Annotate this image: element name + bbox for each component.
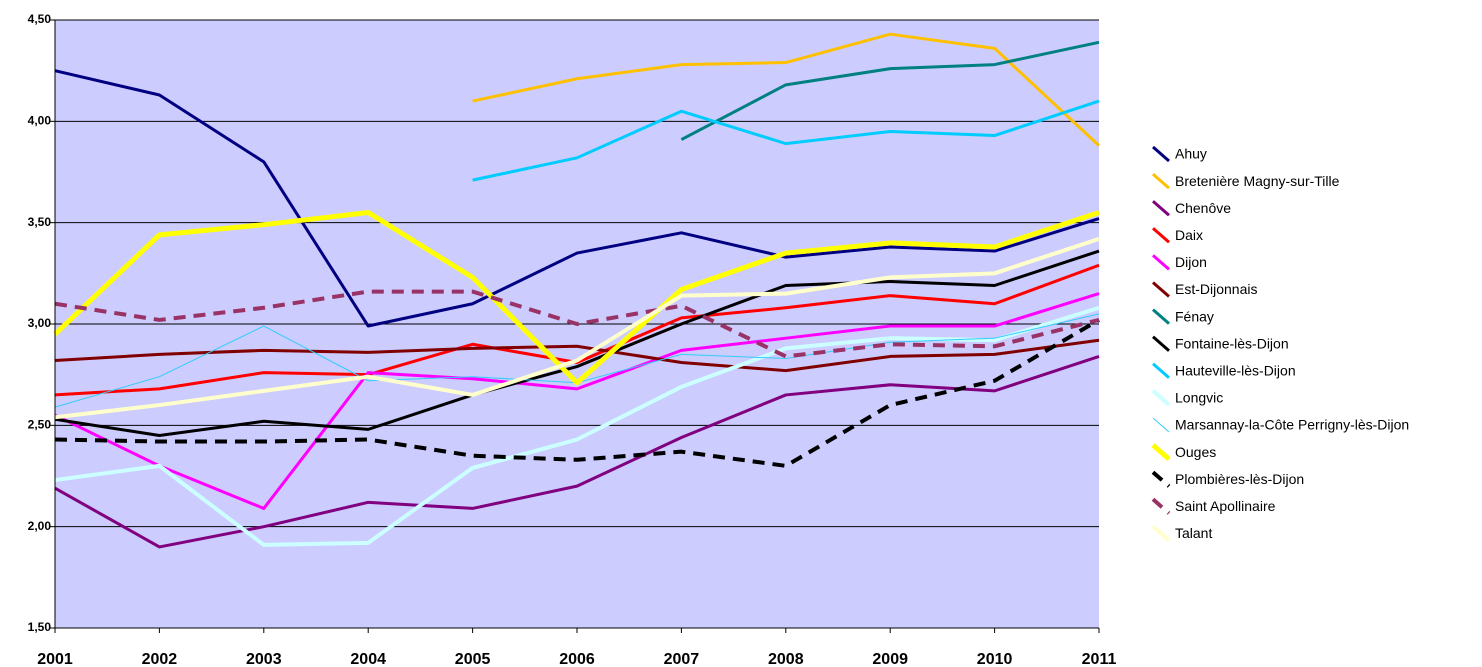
y-tick-label: 3,50 (28, 215, 52, 229)
y-tick-label: 4,00 (28, 114, 52, 128)
lines (53, 32, 1101, 549)
series-line (54, 289, 1100, 359)
legend-swatch (1152, 200, 1170, 217)
legend-label: Saint Apollinaire (1175, 498, 1276, 514)
x-tick-label: 2003 (246, 651, 282, 667)
legend-swatch (1152, 417, 1170, 433)
x-tick-label: 2001 (37, 651, 73, 667)
y-tick-label: 2,00 (28, 519, 52, 533)
series-line (54, 236, 1100, 420)
legend-swatch (1151, 389, 1171, 407)
legend-swatch (1152, 335, 1170, 352)
legend-label: Talant (1175, 525, 1212, 541)
series-line (54, 249, 1100, 437)
legend-swatch (1152, 362, 1170, 379)
y-tick-label: 3,00 (28, 316, 52, 330)
legend-label: Marsannay-la-Côte Perrigny-lès-Dijon (1175, 417, 1409, 433)
legend-label: Daix (1175, 227, 1203, 243)
x-tick-label: 2011 (1082, 651, 1117, 667)
series-line (54, 355, 1100, 549)
legend-swatch (1152, 308, 1170, 325)
y-tick-label: 1,50 (28, 620, 52, 634)
legend-swatch (1151, 470, 1171, 488)
series-line (472, 99, 1100, 182)
series-line (54, 318, 1101, 468)
legend-label: Ahuy (1175, 146, 1207, 162)
legend-swatch (1152, 281, 1170, 298)
legend-label: Bretenière Magny-sur-Tille (1175, 173, 1340, 189)
y-tick-label: 2,50 (28, 418, 52, 432)
legend-label: Longvic (1175, 390, 1223, 406)
x-tick-label: 2005 (455, 651, 491, 667)
legend-label: Chenôve (1175, 200, 1231, 216)
x-tick-label: 2002 (142, 651, 178, 667)
legend-label: Est-Dijonnais (1175, 281, 1257, 297)
legend-swatch (1152, 227, 1170, 244)
legend-swatch (1152, 145, 1170, 163)
x-tick-label: 2009 (872, 651, 908, 667)
x-tick-label: 2004 (350, 651, 386, 667)
axes: 1,50 2,00 2,50 3,00 3,50 4,00 4,50 2001 2002 2003… (28, 12, 1117, 667)
series-line (53, 210, 1100, 386)
y-tick-label: 4,50 (28, 12, 52, 26)
legend-swatch (1151, 443, 1171, 461)
legend-label: Plombières-lès-Dijon (1175, 471, 1304, 487)
x-tick-label: 2010 (977, 651, 1013, 667)
x-tick-label: 2008 (768, 651, 804, 667)
series-line (54, 305, 1100, 547)
legend-swatch (1151, 497, 1171, 515)
x-tick-label: 2007 (664, 651, 700, 667)
series-line (54, 338, 1100, 373)
legend-label: Ouges (1175, 444, 1216, 460)
legend: Ahuy Bretenière Magny-sur-Tille Chenôve Dai… (1151, 145, 1409, 542)
legend-label: Fénay (1175, 308, 1214, 324)
legend-label: Fontaine-lès-Dijon (1175, 335, 1289, 351)
legend-swatch (1152, 172, 1170, 190)
legend-swatch (1151, 524, 1171, 542)
series-line (54, 292, 1100, 510)
legend-label: Hauteville-lès-Dijon (1175, 363, 1296, 379)
series-line (680, 40, 1100, 141)
x-tick-label: 2006 (559, 651, 595, 667)
series-line (54, 69, 1100, 328)
series-line (472, 32, 1101, 147)
legend-swatch (1152, 254, 1170, 271)
legend-label: Dijon (1175, 254, 1207, 270)
